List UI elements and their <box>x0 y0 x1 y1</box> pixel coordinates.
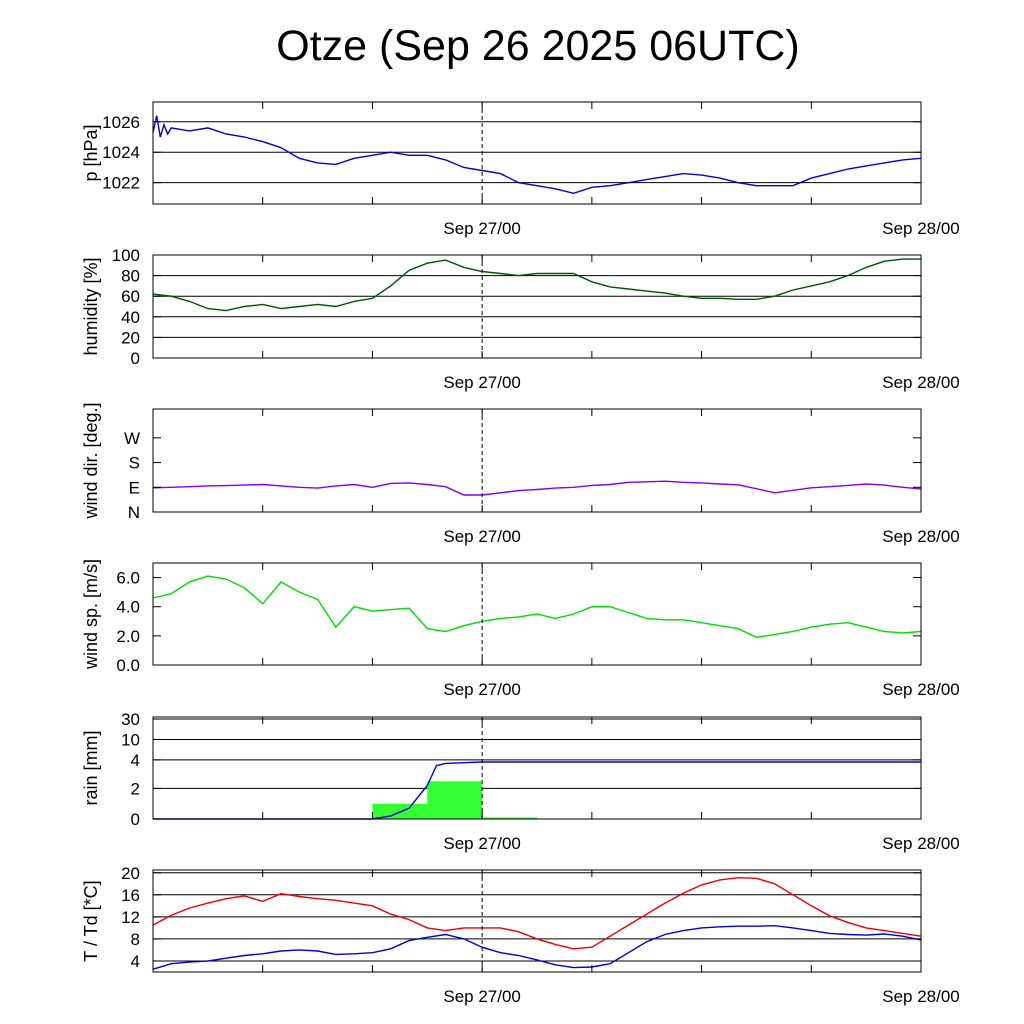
series-line <box>152 258 921 312</box>
x-tick-label: Sep 27/00 <box>443 987 521 1006</box>
y-tick-label: 80 <box>121 267 140 286</box>
panel-frame <box>152 716 922 820</box>
x-tick-label: Sep 28/00 <box>882 680 960 699</box>
y-axis-label: humidity [%] <box>81 257 101 355</box>
y-axis-label: T / Td [*C] <box>81 880 101 961</box>
y-tick-label: 40 <box>121 308 140 327</box>
y-axis-label: p [hPa] <box>81 124 101 181</box>
y-tick-label: 20 <box>121 864 140 883</box>
x-tick-label: Sep 27/00 <box>443 527 521 546</box>
y-tick-label: 30 <box>121 710 140 729</box>
y-tick-label: 4 <box>131 952 140 971</box>
y-tick-label: 100 <box>112 246 140 265</box>
y-tick-label: 1022 <box>102 174 140 193</box>
panel-frame <box>152 562 922 666</box>
x-tick-label: Sep 28/00 <box>882 834 960 853</box>
panel-frame <box>152 408 922 513</box>
y-tick-label: 8 <box>131 930 140 949</box>
x-tick-label: Sep 28/00 <box>882 373 960 392</box>
panel-frame <box>152 254 922 359</box>
y-tick-label: 10 <box>121 730 140 749</box>
rain-bar <box>482 817 537 819</box>
y-tick-label: 12 <box>121 908 140 927</box>
panel-4: 0.0 2.0 4.0 6.0 Sep 27/00 Sep 28/00 wind sp. [… <box>81 559 960 699</box>
panel-frame <box>152 869 922 973</box>
y-tick-label: 20 <box>121 328 140 347</box>
rain-bar <box>427 781 483 819</box>
x-tick-label: Sep 28/00 <box>882 527 960 546</box>
y-tick-label: 4 <box>131 751 140 770</box>
series-line <box>152 876 922 950</box>
y-tick-label: 2.0 <box>116 627 140 646</box>
series-line <box>153 761 921 820</box>
x-tick-label: Sep 28/00 <box>882 219 960 238</box>
y-axis-label: rain [mm] <box>81 730 101 805</box>
x-tick-label: Sep 27/00 <box>443 834 521 853</box>
panel-6: 4 8 12 16 20 Sep 27/00 Sep 28/00 T / Td [*C] <box>81 864 960 1006</box>
y-tick-label: 16 <box>121 886 140 905</box>
chart-title: Otze (Sep 26 2025 06UTC) <box>276 22 800 70</box>
y-tick-label: 60 <box>121 287 140 306</box>
y-tick-label: 1024 <box>102 143 140 162</box>
x-tick-label: Sep 27/00 <box>443 680 521 699</box>
series-line <box>152 115 922 195</box>
y-tick-label: 2 <box>131 779 140 798</box>
y-tick-label: 0 <box>131 349 140 368</box>
x-tick-label: Sep 28/00 <box>882 987 960 1006</box>
y-tick-label: 4.0 <box>116 598 140 617</box>
y-axis-label: wind sp. [m/s] <box>81 559 101 670</box>
y-tick-label: W <box>124 429 140 448</box>
panel-frame <box>152 101 922 205</box>
y-axis-label: wind dir. [deg.] <box>81 402 101 519</box>
x-tick-label: Sep 27/00 <box>443 219 521 238</box>
series-line <box>152 480 922 496</box>
y-tick-label: 6.0 <box>116 569 140 588</box>
series-line <box>152 924 922 970</box>
y-tick-label: S <box>129 454 140 473</box>
panel-1: 1022 1024 1026 Sep 27/00 Sep 28/00 p [hPa] <box>81 101 960 238</box>
y-tick-label: 0.0 <box>116 656 140 675</box>
y-tick-label: 1026 <box>102 113 140 132</box>
y-tick-label: N <box>128 503 140 522</box>
y-tick-label: E <box>129 478 140 497</box>
series-line <box>152 575 922 639</box>
x-tick-label: Sep 27/00 <box>443 373 521 392</box>
y-tick-label: 0 <box>131 810 140 829</box>
